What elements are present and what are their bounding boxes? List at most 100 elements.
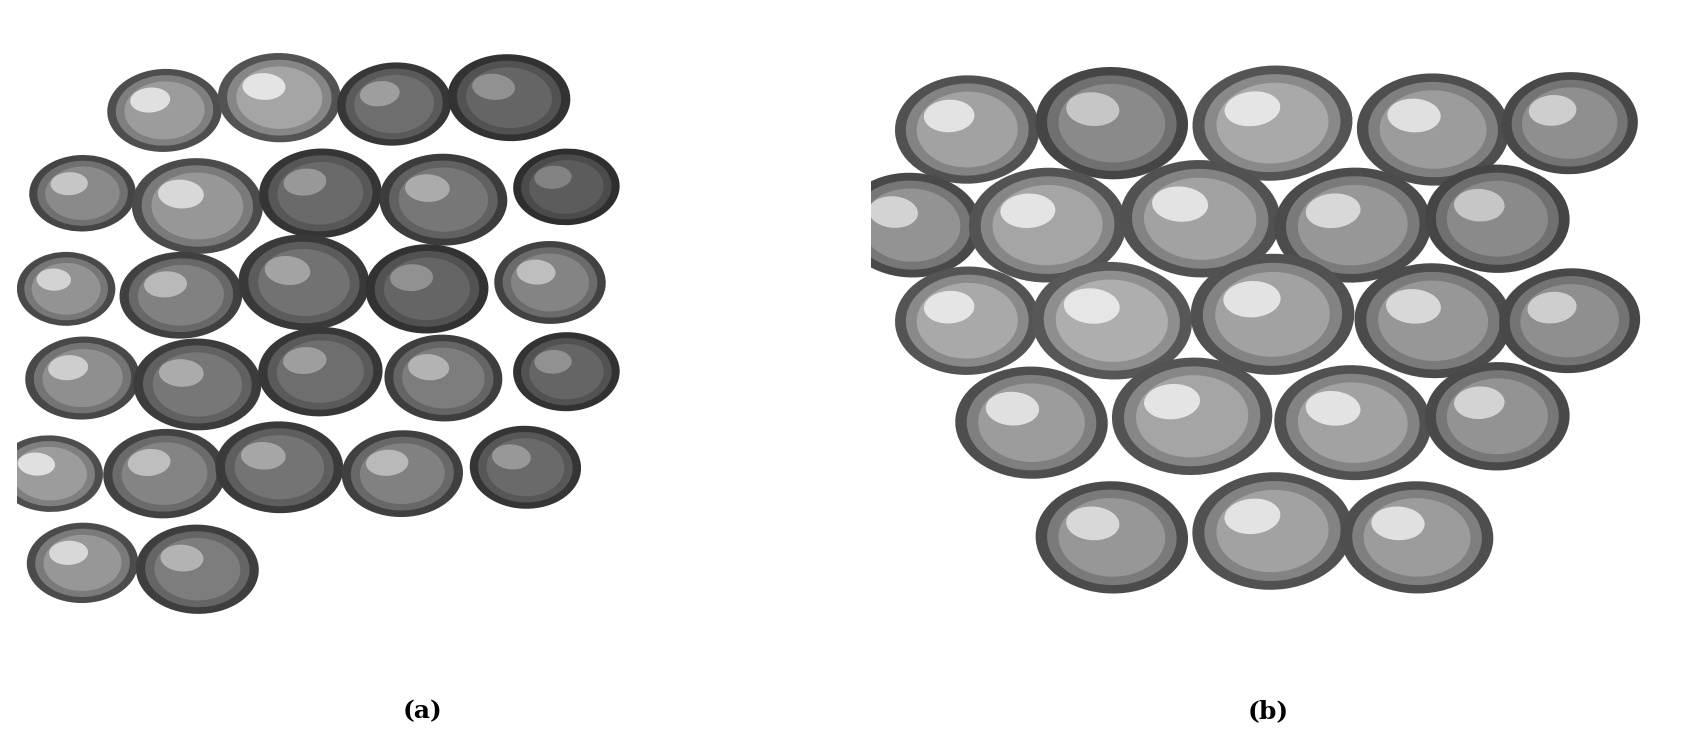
Ellipse shape: [1064, 288, 1119, 324]
Ellipse shape: [1113, 358, 1272, 475]
Ellipse shape: [384, 258, 470, 320]
Ellipse shape: [350, 436, 453, 511]
Ellipse shape: [225, 428, 333, 506]
Ellipse shape: [12, 447, 86, 500]
Ellipse shape: [1287, 176, 1419, 274]
Ellipse shape: [242, 73, 286, 100]
Ellipse shape: [17, 252, 115, 326]
Ellipse shape: [37, 161, 129, 226]
Ellipse shape: [494, 241, 605, 324]
Ellipse shape: [259, 327, 382, 416]
Ellipse shape: [1224, 91, 1280, 126]
Ellipse shape: [391, 265, 433, 291]
Ellipse shape: [1223, 281, 1280, 317]
Ellipse shape: [46, 167, 120, 220]
Ellipse shape: [0, 436, 103, 512]
Ellipse shape: [1380, 90, 1486, 169]
Ellipse shape: [365, 450, 409, 476]
Ellipse shape: [145, 531, 250, 607]
Ellipse shape: [34, 343, 132, 413]
Ellipse shape: [1224, 499, 1280, 534]
Ellipse shape: [1520, 284, 1618, 357]
Ellipse shape: [142, 165, 254, 247]
Ellipse shape: [1341, 481, 1493, 594]
Text: (b): (b): [895, 53, 937, 77]
Ellipse shape: [1502, 72, 1639, 174]
Ellipse shape: [132, 158, 262, 254]
Ellipse shape: [19, 453, 56, 476]
Ellipse shape: [1275, 167, 1431, 282]
Ellipse shape: [139, 265, 223, 325]
Ellipse shape: [923, 100, 974, 132]
Ellipse shape: [472, 73, 516, 100]
Ellipse shape: [282, 347, 326, 374]
Ellipse shape: [487, 438, 565, 496]
Ellipse shape: [1065, 506, 1119, 540]
Ellipse shape: [1152, 187, 1207, 222]
Ellipse shape: [235, 435, 325, 499]
Ellipse shape: [144, 271, 188, 297]
Ellipse shape: [981, 176, 1114, 274]
Ellipse shape: [1145, 178, 1256, 260]
Ellipse shape: [249, 242, 360, 323]
Ellipse shape: [152, 352, 242, 416]
Ellipse shape: [1447, 379, 1547, 454]
Ellipse shape: [1190, 253, 1354, 375]
Ellipse shape: [154, 538, 240, 600]
Ellipse shape: [502, 247, 597, 318]
Ellipse shape: [1363, 498, 1471, 576]
Ellipse shape: [1436, 370, 1559, 462]
Ellipse shape: [512, 149, 619, 225]
Ellipse shape: [406, 174, 450, 202]
Ellipse shape: [467, 67, 551, 128]
Ellipse shape: [394, 341, 494, 415]
Ellipse shape: [1192, 65, 1353, 181]
Ellipse shape: [51, 172, 88, 195]
Ellipse shape: [1371, 507, 1424, 540]
Ellipse shape: [512, 332, 619, 411]
Ellipse shape: [955, 367, 1108, 479]
Ellipse shape: [259, 148, 382, 238]
Ellipse shape: [1387, 289, 1441, 324]
Ellipse shape: [389, 161, 497, 239]
Ellipse shape: [1287, 373, 1419, 471]
Ellipse shape: [32, 263, 100, 315]
Ellipse shape: [1354, 263, 1512, 378]
Ellipse shape: [895, 267, 1040, 375]
Ellipse shape: [1353, 490, 1481, 585]
Ellipse shape: [1529, 95, 1576, 126]
Ellipse shape: [479, 432, 573, 502]
Ellipse shape: [125, 82, 205, 139]
Ellipse shape: [103, 429, 227, 519]
Ellipse shape: [895, 76, 1040, 184]
Ellipse shape: [227, 60, 331, 136]
Ellipse shape: [1192, 472, 1353, 590]
Ellipse shape: [906, 275, 1028, 367]
Ellipse shape: [1426, 362, 1569, 471]
Ellipse shape: [977, 383, 1086, 462]
Text: (a): (a): [402, 700, 443, 723]
Ellipse shape: [1043, 270, 1180, 370]
Ellipse shape: [47, 355, 88, 380]
Ellipse shape: [36, 529, 130, 597]
Ellipse shape: [1216, 83, 1329, 164]
Ellipse shape: [24, 257, 108, 320]
Ellipse shape: [215, 422, 343, 514]
Ellipse shape: [44, 535, 122, 591]
Ellipse shape: [529, 160, 604, 213]
Ellipse shape: [353, 75, 435, 133]
Ellipse shape: [1131, 169, 1268, 269]
Ellipse shape: [1510, 276, 1630, 365]
Ellipse shape: [1047, 76, 1177, 171]
Ellipse shape: [1454, 387, 1505, 419]
Text: 0.5 mm: 0.5 mm: [1515, 567, 1591, 585]
Ellipse shape: [1500, 268, 1640, 373]
Ellipse shape: [521, 154, 612, 219]
Ellipse shape: [1454, 189, 1505, 222]
Ellipse shape: [1136, 375, 1248, 457]
Ellipse shape: [29, 155, 135, 231]
Ellipse shape: [269, 155, 372, 231]
Ellipse shape: [511, 253, 588, 311]
Ellipse shape: [1032, 262, 1192, 379]
Text: (a): (a): [42, 53, 81, 77]
